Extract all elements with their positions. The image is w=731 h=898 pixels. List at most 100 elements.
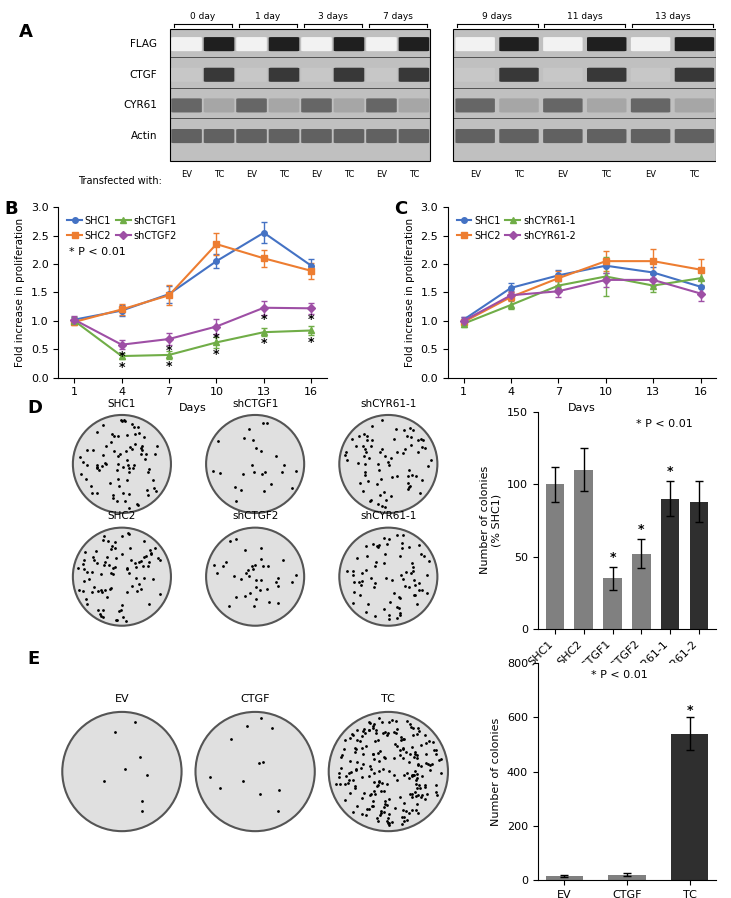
Text: Actin: Actin: [131, 131, 157, 141]
Text: TC: TC: [214, 170, 224, 179]
Text: * P < 0.01: * P < 0.01: [636, 419, 693, 429]
FancyBboxPatch shape: [455, 67, 495, 82]
FancyBboxPatch shape: [499, 37, 539, 51]
Text: *: *: [213, 348, 220, 360]
FancyBboxPatch shape: [455, 99, 495, 112]
FancyBboxPatch shape: [333, 37, 364, 51]
FancyBboxPatch shape: [543, 37, 583, 51]
FancyBboxPatch shape: [236, 37, 267, 51]
FancyBboxPatch shape: [236, 129, 267, 143]
Text: * P < 0.01: * P < 0.01: [591, 670, 648, 680]
Text: shCTGF2: shCTGF2: [232, 511, 279, 522]
Text: *: *: [686, 704, 693, 717]
FancyBboxPatch shape: [236, 99, 267, 112]
FancyBboxPatch shape: [204, 67, 235, 82]
Text: *: *: [260, 313, 267, 326]
Text: *: *: [260, 338, 267, 350]
Circle shape: [73, 415, 171, 513]
FancyBboxPatch shape: [204, 129, 235, 143]
Circle shape: [206, 528, 304, 626]
FancyBboxPatch shape: [398, 37, 429, 51]
Text: TC: TC: [514, 170, 524, 179]
Circle shape: [195, 712, 315, 832]
Text: EV: EV: [469, 170, 481, 179]
FancyBboxPatch shape: [333, 99, 364, 112]
FancyBboxPatch shape: [543, 129, 583, 143]
FancyBboxPatch shape: [587, 37, 626, 51]
FancyBboxPatch shape: [236, 67, 267, 82]
X-axis label: NIH3T3/TC: NIH3T3/TC: [594, 693, 660, 707]
Circle shape: [73, 528, 171, 626]
Text: FLAG: FLAG: [130, 40, 157, 49]
Text: 9 days: 9 days: [482, 12, 512, 21]
Bar: [661, 498, 680, 629]
FancyBboxPatch shape: [587, 99, 626, 112]
Text: TC: TC: [344, 170, 355, 179]
Text: EV: EV: [115, 694, 129, 704]
Text: 0 day: 0 day: [190, 12, 216, 21]
X-axis label: Days: Days: [568, 403, 596, 413]
Text: 13 days: 13 days: [655, 12, 690, 21]
X-axis label: Days: Days: [179, 403, 207, 413]
Text: EV: EV: [645, 170, 656, 179]
Text: *: *: [610, 550, 616, 564]
Text: 3 days: 3 days: [318, 12, 348, 21]
Circle shape: [62, 712, 181, 832]
Bar: [575, 470, 593, 629]
FancyBboxPatch shape: [170, 29, 430, 161]
FancyBboxPatch shape: [631, 37, 670, 51]
Y-axis label: Number of colonies
(% SHC1): Number of colonies (% SHC1): [480, 466, 501, 575]
FancyBboxPatch shape: [455, 129, 495, 143]
Text: shCTGF1: shCTGF1: [232, 399, 279, 409]
Text: EV: EV: [311, 170, 322, 179]
Text: *: *: [118, 350, 125, 363]
Text: E: E: [27, 650, 39, 668]
FancyBboxPatch shape: [631, 129, 670, 143]
Text: 7 days: 7 days: [383, 12, 412, 21]
FancyBboxPatch shape: [675, 99, 714, 112]
FancyBboxPatch shape: [204, 99, 235, 112]
FancyBboxPatch shape: [543, 67, 583, 82]
Text: TC: TC: [689, 170, 700, 179]
Text: SHC2: SHC2: [107, 511, 136, 522]
Text: 11 days: 11 days: [567, 12, 602, 21]
Text: CTGF: CTGF: [240, 694, 270, 704]
Bar: [689, 502, 708, 629]
Bar: [608, 875, 645, 880]
FancyBboxPatch shape: [301, 99, 332, 112]
Text: SHC1: SHC1: [107, 399, 136, 409]
Text: B: B: [5, 200, 18, 218]
FancyBboxPatch shape: [366, 37, 397, 51]
FancyBboxPatch shape: [269, 37, 299, 51]
Text: shCYR61-1: shCYR61-1: [360, 511, 417, 522]
Text: A: A: [19, 22, 33, 40]
FancyBboxPatch shape: [499, 67, 539, 82]
Text: shCYR61-1: shCYR61-1: [360, 399, 417, 409]
FancyBboxPatch shape: [398, 99, 429, 112]
Text: CTGF: CTGF: [129, 70, 157, 80]
FancyBboxPatch shape: [301, 67, 332, 82]
Circle shape: [206, 415, 304, 513]
Text: *: *: [308, 336, 314, 348]
Bar: [546, 484, 564, 629]
Bar: [603, 578, 622, 629]
FancyBboxPatch shape: [675, 67, 714, 82]
FancyBboxPatch shape: [269, 129, 299, 143]
Y-axis label: Number of colonies: Number of colonies: [491, 718, 501, 825]
FancyBboxPatch shape: [499, 129, 539, 143]
FancyBboxPatch shape: [366, 99, 397, 112]
FancyBboxPatch shape: [587, 129, 626, 143]
FancyBboxPatch shape: [398, 129, 429, 143]
Bar: [632, 554, 651, 629]
FancyBboxPatch shape: [301, 129, 332, 143]
Circle shape: [339, 528, 437, 626]
FancyBboxPatch shape: [269, 99, 299, 112]
FancyBboxPatch shape: [171, 129, 202, 143]
Text: *: *: [638, 524, 645, 536]
FancyBboxPatch shape: [204, 37, 235, 51]
Legend: SHC1, SHC2, shCYR61-1, shCYR61-2: SHC1, SHC2, shCYR61-1, shCYR61-2: [452, 212, 580, 244]
Text: *: *: [213, 331, 220, 345]
Text: EV: EV: [557, 170, 569, 179]
Text: C: C: [394, 200, 407, 218]
Y-axis label: Fold increase in proliferation: Fold increase in proliferation: [15, 218, 26, 367]
